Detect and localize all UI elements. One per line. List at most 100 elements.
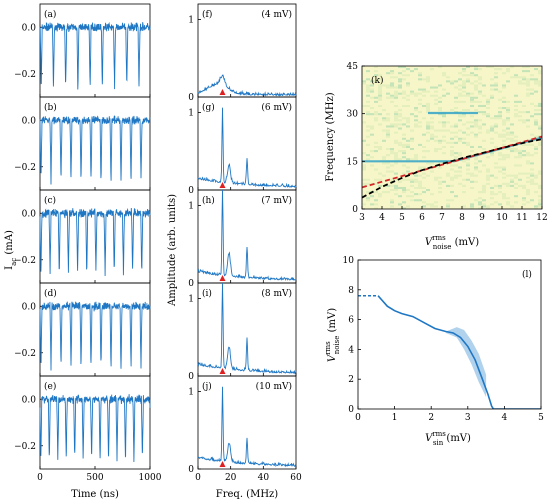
heatmap-cell: [486, 102, 490, 105]
heatmap-cell: [470, 207, 474, 209]
heatmap-cell: [398, 78, 402, 81]
heatmap-cell: [534, 80, 538, 83]
heatmap-cell: [522, 121, 526, 124]
heatmap-cell: [374, 80, 378, 83]
heatmap-cell: [378, 92, 382, 95]
heatmap-cell: [526, 180, 530, 183]
heatmap-cell: [426, 131, 430, 134]
heatmap-cell: [514, 150, 518, 153]
heatmap-cell: [466, 94, 470, 97]
time-ytick-label: −0.2: [14, 442, 36, 452]
heat-panel-label: (k): [371, 75, 383, 86]
heatmap-cell: [526, 172, 530, 175]
heatmap-cell: [406, 74, 410, 77]
heatmap-cell: [530, 162, 534, 165]
heatmap-cell: [466, 164, 470, 167]
heatmap-cell: [502, 176, 506, 179]
heatmap-cell: [390, 189, 394, 192]
heatmap-cell: [434, 135, 438, 138]
heatmap-cell: [506, 117, 510, 120]
heatmap-cell: [374, 74, 378, 77]
heatmap-cell: [394, 115, 398, 118]
heatmap-cell: [514, 104, 518, 107]
heatmap-cell: [398, 72, 402, 75]
spectrum-trace: [197, 282, 297, 375]
heatmap-cell: [394, 131, 398, 134]
heatmap-cell: [394, 162, 398, 165]
heatmap-cell: [370, 80, 374, 83]
heatmap-cell: [526, 160, 530, 163]
heatmap-cell: [498, 184, 502, 187]
heatmap-cell: [410, 191, 414, 194]
heatmap-cell: [362, 203, 366, 206]
heatmap-cell: [370, 107, 374, 110]
l-plot-area: [358, 295, 541, 409]
heatmap-cell: [438, 66, 442, 69]
heatmap-cell: [402, 189, 406, 192]
heatmap-cell: [374, 113, 378, 116]
heatmap-cell: [478, 92, 482, 95]
heatmap-cell: [498, 170, 502, 173]
heatmap-cell: [378, 74, 382, 77]
spectrum-xtick-label: 40: [258, 473, 270, 483]
heatmap-cell: [442, 139, 446, 142]
heatmap-cell: [442, 72, 446, 75]
heatmap-cell: [414, 107, 418, 110]
heatmap-cell: [526, 119, 530, 122]
heatmap-cell: [486, 66, 490, 69]
heatmap-cell: [430, 94, 434, 97]
spectrum-ytick-label: 1: [188, 16, 194, 26]
heatmap-cell: [470, 186, 474, 189]
heatmap-cell: [522, 66, 526, 69]
heatmap-cell: [386, 162, 390, 165]
heatmap-cell: [386, 117, 390, 120]
heatmap-cell: [510, 150, 514, 153]
heat-xtick-label: 9: [479, 213, 485, 223]
heatmap-cell: [506, 182, 510, 185]
heatmap-cell: [374, 182, 378, 185]
heatmap-cell: [502, 156, 506, 159]
heatmap-cell: [422, 186, 426, 189]
heatmap-cell: [498, 115, 502, 118]
heatmap-cell: [414, 109, 418, 112]
heatmap-cell: [510, 148, 514, 151]
spectrum-panel-label: (i): [202, 288, 212, 299]
heatmap-cell: [362, 139, 366, 142]
heatmap-cell: [422, 94, 426, 97]
heatmap-cell: [506, 201, 510, 204]
heatmap-cell: [386, 166, 390, 169]
heatmap-cell: [442, 94, 446, 97]
heatmap-cell: [494, 162, 498, 165]
heatmap-cell: [418, 193, 422, 196]
time-ytick-label: 0.0: [22, 302, 37, 312]
heatmap-cell: [402, 186, 406, 189]
heatmap-cell: [490, 66, 494, 69]
heatmap-cell: [498, 158, 502, 161]
heatmap-cell: [446, 141, 450, 144]
heatmap-cell: [378, 104, 382, 107]
heatmap-cell: [498, 154, 502, 157]
spectrum-trace: [197, 74, 297, 97]
heatmap-cell: [398, 195, 402, 198]
heatmap-cell: [538, 195, 542, 198]
heatmap-cell: [406, 94, 410, 97]
heatmap-cell: [450, 125, 454, 128]
heatmap-cell: [386, 86, 390, 89]
heatmap-cell: [414, 186, 418, 189]
heatmap-cell: [418, 92, 422, 95]
l-xtick-label: 5: [538, 413, 544, 423]
heatmap-cell: [530, 180, 534, 183]
heatmap-cell: [470, 154, 474, 157]
heatmap-cell: [474, 156, 478, 159]
heatmap-cell: [442, 74, 446, 77]
heatmap-cell: [494, 84, 498, 87]
heatmap-cell: [466, 178, 470, 181]
heatmap-cell: [470, 174, 474, 177]
heatmap-cell: [394, 154, 398, 157]
spectrum-ytick-label: 0: [188, 372, 194, 382]
heatmap-cell: [402, 92, 406, 95]
heatmap-cell: [394, 86, 398, 89]
heatmap-cell: [366, 84, 370, 87]
heatmap-cell: [390, 170, 394, 173]
heatmap-cell: [474, 166, 478, 169]
